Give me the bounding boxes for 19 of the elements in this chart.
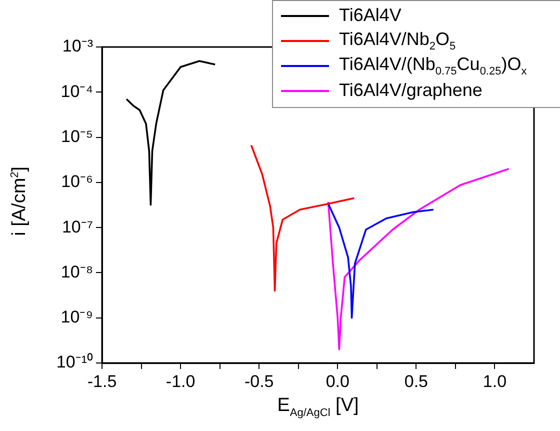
y-tick-label: 10⁻¹⁰: [56, 352, 93, 372]
legend-label: Ti6Al4V/(Nb$_{0.75}$Cu$_{0.25}$)O$_{x}$: [339, 54, 527, 78]
x-tick-label: -0.5: [244, 372, 274, 391]
x-tick-label: -1.5: [87, 372, 117, 391]
y-tick-label: 10⁻⁸: [60, 262, 93, 282]
x-axis-title: E$_{Ag/AgCl}$ [V]: [276, 395, 360, 419]
y-tick-label: 10⁻⁵: [61, 126, 93, 146]
y-tick-label: 10⁻⁴: [60, 82, 93, 101]
x-tick-label: 0.0: [326, 372, 350, 391]
x-tick-label: 0.5: [404, 372, 428, 391]
x-tick-label: -1.0: [166, 372, 196, 391]
y-tick-label: 10⁻⁹: [60, 308, 93, 327]
y-tick-label: 10⁻⁶: [61, 172, 93, 192]
y-tick-label: 10⁻³: [62, 36, 94, 56]
legend-label: Ti6Al4V/Nb$_{2}$O$_{5}$: [339, 28, 456, 52]
x-tick-label: 1.0: [482, 372, 507, 391]
legend-label: Ti6Al4V: [339, 5, 402, 26]
y-tick-label: 10⁻⁷: [62, 217, 93, 236]
legend-label: Ti6Al4V/graphene: [339, 80, 482, 101]
